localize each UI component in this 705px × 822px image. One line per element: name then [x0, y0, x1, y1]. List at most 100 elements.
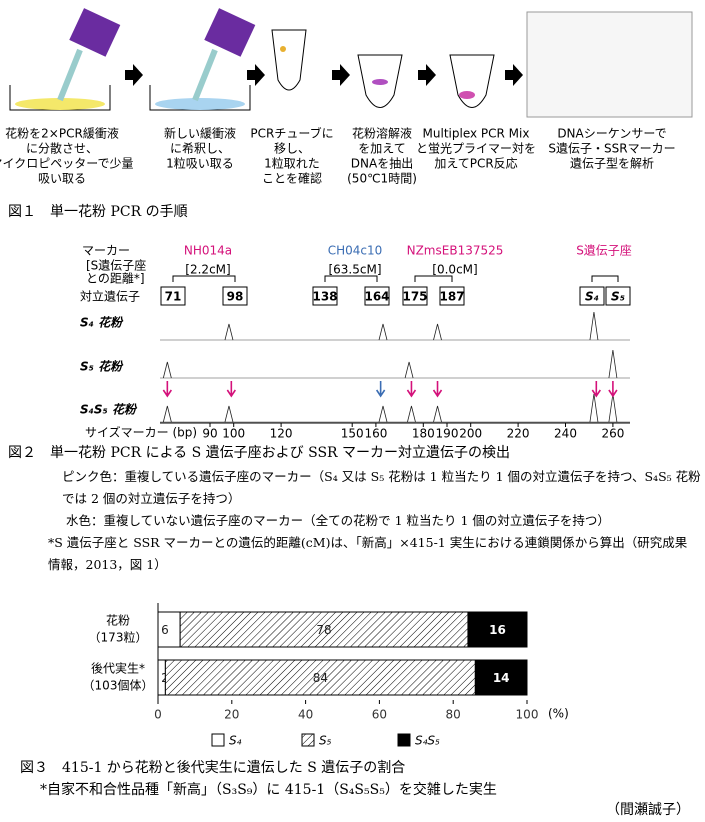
step-text: (50℃1時間) — [347, 172, 417, 186]
step-text: 加えてPCR反応 — [434, 157, 517, 171]
peak — [608, 349, 618, 379]
bracket — [324, 275, 378, 282]
bar-segment — [179, 611, 469, 648]
tick-label: 160 — [364, 427, 387, 441]
allele-box — [364, 286, 390, 306]
tick-label: 260 — [601, 427, 624, 441]
step-text: DNAを抽出 — [351, 157, 413, 171]
arrow — [591, 381, 601, 398]
allele-box — [439, 286, 465, 306]
tick-label: 90 — [202, 427, 217, 441]
value-label: 78 — [316, 623, 331, 637]
bracket — [414, 275, 453, 282]
step-text: PCRチューブに — [250, 126, 333, 141]
header: との距離*] — [86, 272, 145, 286]
step-text: 1粒取れた — [264, 156, 320, 171]
tick-label: 100 — [222, 427, 245, 441]
tick-label: 200 — [459, 427, 482, 441]
marker-distance: [63.5cM] — [328, 263, 381, 277]
caption: 図１ 単一花粉 PCR の手順 — [8, 204, 188, 220]
step-text: に分散させ、 — [26, 141, 98, 156]
allele-box — [312, 286, 338, 306]
step-text: Multiplex PCR Mix — [423, 127, 530, 141]
bar-segment — [467, 611, 528, 648]
peak — [407, 405, 416, 423]
step-text: を加えて — [358, 142, 405, 156]
value-label: 84 — [313, 671, 328, 685]
peak — [162, 361, 172, 379]
allele: 164 — [364, 290, 389, 304]
step-text: 遺伝子型を解析 — [570, 156, 654, 171]
header: 対立遺伝子 — [80, 289, 140, 304]
step-text: と蛍光プライマー対を — [416, 142, 536, 156]
bracket — [172, 275, 236, 282]
tick-label: 190 — [436, 427, 459, 441]
unit: (%) — [548, 707, 569, 721]
legend-swatch — [301, 733, 315, 747]
category-label: 後代実生* — [91, 661, 145, 676]
header: マーカー — [82, 244, 130, 258]
marker-name: S遺伝子座 — [576, 243, 632, 258]
marker-name: NH014a — [184, 244, 232, 258]
legend-label: S₄S₅ — [415, 734, 440, 748]
axis-label: サイズマーカー (bp) — [85, 425, 197, 440]
tick-label: 0 — [154, 708, 162, 722]
header: [S遺伝子座 — [86, 258, 146, 273]
peak — [589, 393, 599, 423]
fig1-illustrations — [9, 8, 693, 118]
peak — [378, 323, 388, 341]
arrows — [125, 64, 523, 86]
tick-label: 20 — [224, 708, 239, 722]
step-text: 花粉を2×PCR緩衝液 — [5, 126, 119, 141]
value-label: 14 — [493, 671, 510, 685]
allele: S₄ — [585, 290, 599, 304]
allele-box — [402, 286, 428, 306]
allele: 98 — [227, 290, 244, 304]
allele-box — [579, 286, 605, 306]
allele: 187 — [439, 290, 464, 304]
peak — [433, 405, 442, 423]
step-text: S遺伝子・SSRマーカー — [548, 141, 675, 156]
legend-label: S₅ — [319, 734, 332, 748]
category-label: （103個体） — [83, 679, 154, 693]
note: ピンク色：重複している遺伝子座のマーカー（S₄ 又は S₅ 花粉は 1 粒当たり… — [62, 469, 701, 506]
peak — [404, 361, 414, 379]
note: *自家不和合性品種「新高」（S₃S₉）に 415-1（S₄S₅S₅）を交雑した実… — [40, 781, 497, 798]
row-label: S₅ 花粉 — [80, 360, 124, 374]
category-label: （173粒） — [89, 630, 148, 645]
step-text: ことを確認 — [262, 171, 322, 186]
allele-box — [222, 286, 248, 306]
arrow — [432, 381, 443, 398]
row-label: S₄S₅ 花粉 — [80, 403, 138, 417]
tick-label: 220 — [507, 427, 530, 441]
caption: 図３ 415-1 から花粉と後代実生に遺伝した S 遺伝子の割合 — [20, 759, 405, 776]
author: （間瀬誠子） — [606, 802, 690, 818]
allele-box — [160, 286, 186, 306]
marker-distance: [2.2cM] — [185, 263, 230, 277]
step-text: マイクロピペッターで少量 — [0, 157, 134, 171]
tick-label: 60 — [372, 708, 387, 722]
arrow — [226, 381, 236, 398]
tick-label: 80 — [446, 708, 461, 722]
step-text: 1粒吸い取る — [166, 156, 234, 171]
step-text: 花粉溶解液 — [352, 126, 412, 141]
allele-box — [605, 286, 631, 306]
caption: 図２ 単一花粉 PCR による S 遺伝子座および SSR マーカー対立遺伝子の… — [8, 445, 510, 461]
peak — [589, 311, 599, 341]
tick-label: 180 — [412, 427, 435, 441]
value-label: 6 — [161, 623, 169, 637]
tick-label: 40 — [298, 708, 313, 722]
legend-label: S₄ — [229, 734, 242, 748]
peak — [224, 323, 234, 341]
marker-name: CH04c10 — [328, 244, 383, 258]
arrow — [162, 381, 173, 398]
marker-distance: [0.0cM] — [432, 263, 477, 277]
peak — [378, 405, 388, 423]
step-text: 移し、 — [274, 142, 310, 156]
row-label: S₄ 花粉 — [80, 316, 124, 330]
tick-label: 240 — [554, 427, 577, 441]
arrow — [375, 381, 386, 398]
allele: 175 — [402, 290, 427, 304]
